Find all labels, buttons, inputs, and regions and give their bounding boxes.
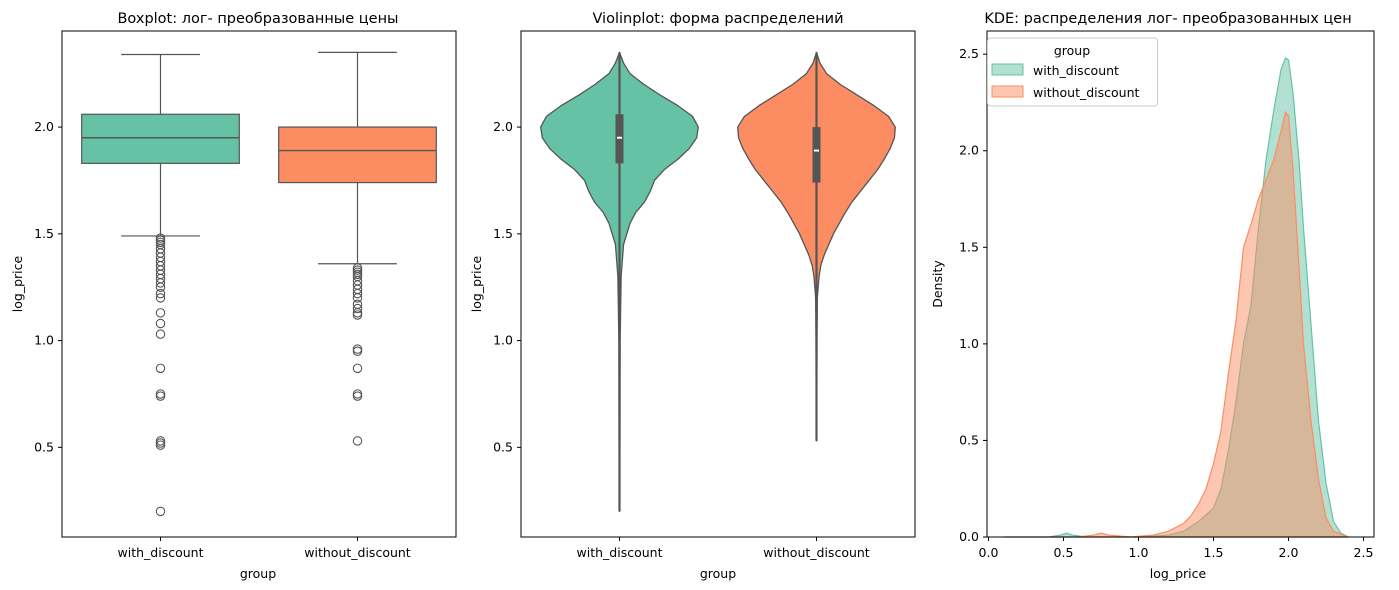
- x-tick-label: 2.0: [1279, 545, 1299, 560]
- outlier-point-with-discount: [155, 363, 166, 374]
- violin-iqr-without-discount: [812, 127, 821, 183]
- outlier-point-with-discount: [155, 278, 166, 288]
- violinplot-title: Violinplot: форма распределений: [592, 11, 843, 27]
- violinplot-xlabel: group: [700, 566, 736, 581]
- outlier-point-without-discount: [352, 391, 363, 401]
- outlier-point-without-discount: [352, 293, 363, 303]
- x-tick-label: 1.5: [1204, 545, 1224, 560]
- outlier-point-without-discount: [352, 436, 363, 446]
- outlier-point-with-discount: [155, 293, 166, 303]
- legend-title: group: [1054, 43, 1090, 58]
- outlier-point-without-discount: [352, 303, 363, 314]
- y-tick-label: 1.5: [959, 239, 979, 254]
- x-tick-label: 0.5: [1054, 545, 1074, 560]
- outlier-point-with-discount: [155, 288, 166, 299]
- outlier-point-with-discount: [155, 282, 166, 292]
- y-tick-label: 0.5: [34, 439, 54, 454]
- y-tick-label: 0.0: [959, 529, 979, 544]
- outlier-point-with-discount: [155, 329, 166, 339]
- outlier-point-without-discount: [352, 344, 363, 354]
- x-tick-label: 0.0: [979, 545, 999, 560]
- outlier-point-without-discount: [352, 288, 363, 299]
- legend-label-with-discount: with_discount: [1033, 63, 1119, 78]
- violinplot-frame: [520, 30, 916, 538]
- boxplot-title: Boxplot: лог- преобразованные цены: [117, 11, 398, 27]
- outlier-point-with-discount: [155, 391, 166, 401]
- violinplot-plot-area: 0.5 1.0 1.5 2.0 with_discount without_discoun…: [493, 51, 896, 560]
- outlier-point-with-discount: [155, 506, 166, 517]
- violinplot-panel: Violinplot: форма распределений 0.5 1.0 1.…: [469, 11, 916, 581]
- kde-plot-area: 0.0 0.5 1.0 1.5 2.0 2.5 0.0 0.5 1.0 1.5 2.0 2.5: [959, 46, 1373, 560]
- outlier-point-with-discount: [155, 308, 166, 318]
- box-with-discount: [81, 113, 240, 164]
- boxplot-xlabel: group: [240, 566, 276, 581]
- outlier-point-with-discount: [155, 440, 166, 450]
- outlier-point-with-discount: [155, 438, 166, 448]
- x-tick-label: 1.0: [1129, 545, 1149, 560]
- x-tick-label: without_discount: [304, 545, 411, 560]
- outlier-point-without-discount: [352, 389, 363, 399]
- y-tick-label: 2.0: [34, 119, 54, 134]
- boxplot-ylabel: log_price: [10, 255, 25, 312]
- box-without-discount: [278, 126, 437, 184]
- legend-label-without-discount: without_discount: [1033, 85, 1140, 100]
- legend-box: [987, 37, 1158, 107]
- y-tick-label: 1.0: [493, 333, 513, 348]
- kde-ylabel: Density: [930, 260, 945, 308]
- kde-area-without-discount: [1003, 110, 1349, 538]
- outlier-point-with-discount: [155, 318, 166, 329]
- y-tick-label: 0.5: [959, 432, 979, 447]
- y-tick-label: 0.5: [493, 439, 513, 454]
- outlier-point-without-discount: [352, 346, 363, 357]
- x-tick-label: with_discount: [118, 545, 204, 560]
- outlier-point-without-discount: [352, 363, 363, 374]
- boxplot-plot-area: 0.5 1.0 1.5 2.0 with_discount without_discoun…: [34, 51, 437, 560]
- outlier-point-with-discount: [155, 389, 166, 399]
- violin-iqr-with-discount: [615, 114, 624, 164]
- legend-swatch-with-discount: [991, 63, 1024, 76]
- legend-swatch-without-discount: [991, 85, 1024, 98]
- x-tick-label: 2.5: [1354, 545, 1374, 560]
- y-tick-label: 1.5: [493, 226, 513, 241]
- y-tick-label: 2.0: [493, 119, 513, 134]
- kde-frame: [986, 30, 1375, 538]
- y-tick-label: 1.0: [959, 336, 979, 351]
- kde-legend: group with_discount without_discount: [987, 37, 1158, 107]
- boxplot-frame: [61, 30, 457, 538]
- violinplot-ylabel: log_price: [469, 255, 484, 312]
- y-tick-label: 2.0: [959, 143, 979, 158]
- outlier-point-without-discount: [352, 310, 363, 320]
- kde-panel: KDE: распределения лог- преобразованных …: [930, 11, 1375, 581]
- y-tick-label: 1.5: [34, 226, 54, 241]
- x-tick-label: without_discount: [763, 545, 870, 560]
- y-tick-label: 1.0: [34, 333, 54, 348]
- y-tick-label: 2.5: [959, 46, 979, 61]
- boxplot-panel: Boxplot: лог- преобразованные цены 0.5 1.…: [10, 11, 457, 581]
- x-tick-label: with_discount: [577, 545, 663, 560]
- kde-title: KDE: распределения лог- преобразованных …: [984, 11, 1351, 27]
- kde-xlabel: log_price: [1150, 566, 1207, 581]
